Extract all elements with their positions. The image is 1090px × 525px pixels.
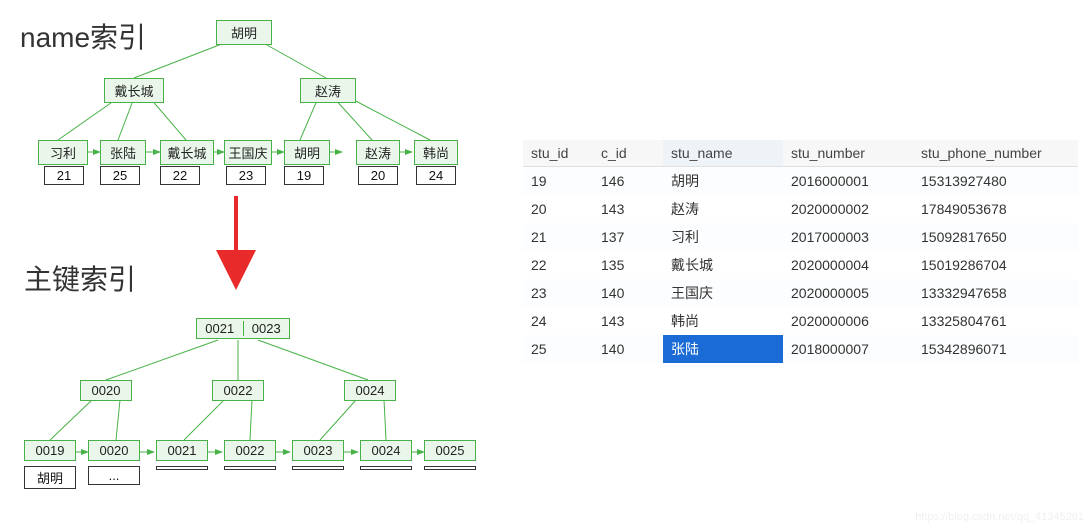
table-row[interactable]: 19 146 胡明 2016000001 15313927480 [523,166,1078,195]
pk-leaf-5: 0024 [360,440,412,461]
name-leafval-6: 24 [416,166,456,185]
name-leafval-3: 23 [226,166,266,185]
cell[interactable]: 习利 [663,223,783,251]
pk-l2-1: 0022 [212,380,264,401]
cell[interactable]: 2020000005 [783,279,913,307]
name-leaf-3: 王国庆 [224,140,272,165]
cell[interactable]: 13332947658 [913,279,1078,307]
name-leaf-1: 张陆 [100,140,146,165]
cell[interactable]: 21 [523,223,593,251]
down-arrow-icon [206,192,266,292]
pk-tree-root: 0021 0023 [196,318,290,339]
cell[interactable]: 25 [523,335,593,363]
col-stu_phone[interactable]: stu_phone_number [913,140,1078,166]
pk-leaf-6: 0025 [424,440,476,461]
table-row[interactable]: 21 137 习利 2017000003 15092817650 [523,223,1078,251]
cell[interactable]: 2018000007 [783,335,913,363]
name-leaf-4: 胡明 [284,140,330,165]
name-leafval-0: 21 [44,166,84,185]
cell[interactable]: 20 [523,195,593,223]
cell[interactable]: 135 [593,251,663,279]
student-table: stu_id c_id stu_name stu_number stu_phon… [523,140,1078,363]
table-header-row: stu_id c_id stu_name stu_number stu_phon… [523,140,1078,166]
pk-leaf-2: 0021 [156,440,208,461]
pk-leafval-6 [424,466,476,470]
name-leaf-0: 习利 [38,140,88,165]
col-stu_number[interactable]: stu_number [783,140,913,166]
table-row[interactable]: 20 143 赵涛 2020000002 17849053678 [523,195,1078,223]
cell[interactable]: 15019286704 [913,251,1078,279]
cell[interactable]: 韩尚 [663,307,783,335]
cell[interactable]: 23 [523,279,593,307]
col-stu_id[interactable]: stu_id [523,140,593,166]
name-leafval-5: 20 [358,166,398,185]
cell[interactable]: 22 [523,251,593,279]
pk-leafval-5 [360,466,412,470]
pk-root-k1: 0023 [244,321,290,336]
col-c_id[interactable]: c_id [593,140,663,166]
name-leaf-5: 赵涛 [356,140,400,165]
table-row[interactable]: 25 140 张陆 2018000007 15342896071 [523,335,1078,363]
pk-root-k0: 0021 [197,321,244,336]
cell[interactable]: 13325804761 [913,307,1078,335]
cell[interactable]: 15313927480 [913,166,1078,195]
cell[interactable]: 146 [593,166,663,195]
cell[interactable]: 19 [523,166,593,195]
cell[interactable]: 胡明 [663,166,783,195]
cell[interactable]: 24 [523,307,593,335]
cell[interactable]: 137 [593,223,663,251]
pk-l2-0: 0020 [80,380,132,401]
cell-selected[interactable]: 张陆 [663,335,783,363]
cell[interactable]: 2017000003 [783,223,913,251]
pk-leafval-1: ... [88,466,140,485]
table-row[interactable]: 22 135 戴长城 2020000004 15019286704 [523,251,1078,279]
cell[interactable]: 戴长城 [663,251,783,279]
pk-l2-2: 0024 [344,380,396,401]
name-tree-l2-0: 戴长城 [104,78,164,103]
pk-leafval-3 [224,466,276,470]
name-tree-l2-1: 赵涛 [300,78,356,103]
pk-leaf-4: 0023 [292,440,344,461]
cell[interactable]: 143 [593,195,663,223]
table-row[interactable]: 23 140 王国庆 2020000005 13332947658 [523,279,1078,307]
cell[interactable]: 15342896071 [913,335,1078,363]
name-tree-root: 胡明 [216,20,272,45]
cell[interactable]: 17849053678 [913,195,1078,223]
cell[interactable]: 赵涛 [663,195,783,223]
name-leaf-2: 戴长城 [160,140,214,165]
cell[interactable]: 140 [593,279,663,307]
pk-leaf-3: 0022 [224,440,276,461]
heading-pk-index: 主键索引 [24,258,136,298]
table-body: 19 146 胡明 2016000001 15313927480 20 143 … [523,166,1078,363]
pk-leafval-4 [292,466,344,470]
watermark: https://blog.csdn.net/qq_41345281 [915,511,1084,523]
table-row[interactable]: 24 143 韩尚 2020000006 13325804761 [523,307,1078,335]
pk-leafval-0: 胡明 [24,466,76,489]
cell[interactable]: 2020000006 [783,307,913,335]
name-leafval-4: 19 [284,166,324,185]
cell[interactable]: 140 [593,335,663,363]
cell[interactable]: 2016000001 [783,166,913,195]
cell[interactable]: 2020000002 [783,195,913,223]
pk-leaf-1: 0020 [88,440,140,461]
cell[interactable]: 143 [593,307,663,335]
col-stu_name[interactable]: stu_name [663,140,783,166]
cell[interactable]: 15092817650 [913,223,1078,251]
name-leafval-2: 22 [160,166,200,185]
cell[interactable]: 王国庆 [663,279,783,307]
name-leaf-6: 韩尚 [414,140,458,165]
pk-leaf-0: 0019 [24,440,76,461]
pk-leafval-2 [156,466,208,470]
name-leafval-1: 25 [100,166,140,185]
cell[interactable]: 2020000004 [783,251,913,279]
